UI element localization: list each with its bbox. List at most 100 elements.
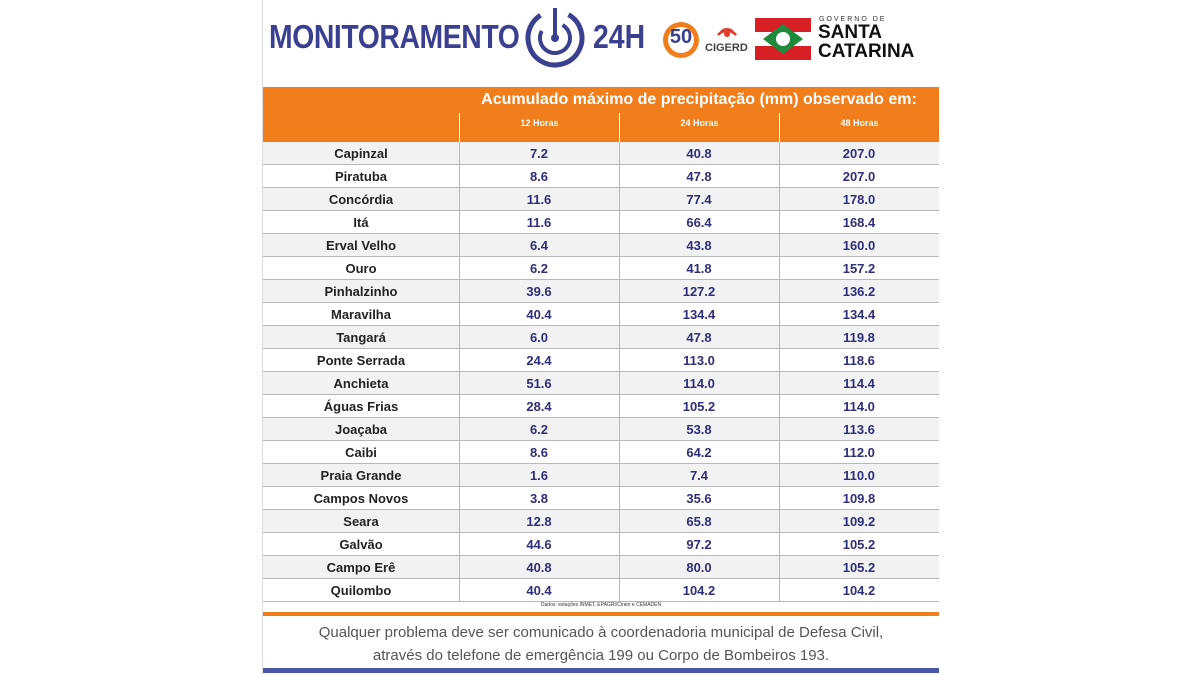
cell-border — [619, 372, 620, 394]
cell-border — [779, 372, 780, 394]
city-cell: Galvão — [339, 536, 383, 552]
value-cell: 6.4 — [529, 237, 549, 253]
cell-border — [779, 234, 780, 256]
cell-border — [459, 349, 460, 371]
value-cell: 43.8 — [686, 237, 712, 253]
cell-border — [779, 533, 780, 555]
badge-text: 50 — [669, 26, 693, 48]
cell-border — [459, 372, 460, 394]
value-cell: 114.0 — [843, 398, 875, 414]
bottom-bar — [263, 668, 939, 673]
cell-border — [459, 326, 460, 348]
state-name-1: SANTA — [818, 22, 883, 43]
table-row: Capinzal 7.2 40.8 207.0 — [263, 142, 939, 165]
table-row: Quilombo 40.4 104.2 104.2 — [263, 579, 939, 602]
cell-border — [779, 556, 780, 578]
source-note: Dados: estações INMET, EPAGRI/Ciram e CE… — [540, 602, 662, 608]
value-cell: 6.2 — [529, 421, 549, 437]
city-cell: Tangará — [336, 329, 386, 345]
value-cell: 118.6 — [843, 352, 875, 368]
table-title-row: Acumulado máximo de precipitação (mm) ob… — [263, 87, 939, 113]
value-cell: 160.0 — [842, 237, 876, 253]
cell-border — [779, 464, 780, 486]
city-cell: Campos Novos — [313, 490, 409, 506]
table-row: Galvão 44.6 97.2 105.2 — [263, 533, 939, 556]
cell-border — [459, 234, 460, 256]
monitor-icon — [525, 8, 585, 68]
value-cell: 104.2 — [682, 582, 716, 598]
cell-border — [619, 349, 620, 371]
table-row: Ouro 6.2 41.8 157.2 — [263, 257, 939, 280]
cell-border — [619, 280, 620, 302]
cell-border — [459, 418, 460, 440]
badge-logo — [663, 22, 699, 58]
column-header: 12 Horas — [459, 113, 619, 142]
city-cell: Joaçaba — [334, 421, 388, 437]
cell-border — [779, 441, 780, 463]
cell-border — [459, 510, 460, 532]
cell-border — [619, 234, 620, 256]
table-row: Erval Velho 6.4 43.8 160.0 — [263, 234, 939, 257]
table-row: Águas Frias 28.4 105.2 114.0 — [263, 395, 939, 418]
table-row: Ponte Serrada 24.4 113.0 118.6 — [263, 349, 939, 372]
value-cell: 47.8 — [686, 329, 712, 345]
table-row: Maravilha 40.4 134.4 134.4 — [263, 303, 939, 326]
cell-border — [459, 188, 460, 210]
cell-border — [459, 165, 460, 187]
table-row: Piratuba 8.6 47.8 207.0 — [263, 165, 939, 188]
cell-border — [779, 211, 780, 233]
table-row: Campos Novos 3.8 35.6 109.8 — [263, 487, 939, 510]
cell-border — [619, 188, 620, 210]
table-row: Itá 11.6 66.4 168.4 — [263, 211, 939, 234]
value-cell: 28.4 — [526, 398, 552, 414]
value-cell: 207.0 — [842, 168, 876, 184]
column-header: 24 Horas — [619, 113, 779, 142]
city-cell: Anchieta — [333, 375, 389, 391]
value-cell: 7.2 — [529, 145, 549, 161]
value-cell: 105.2 — [682, 398, 716, 414]
cell-border — [459, 211, 460, 233]
cell-border — [619, 441, 620, 463]
table-row: Pinhalzinho 39.6 127.2 136.2 — [263, 280, 939, 303]
value-cell: 105.2 — [842, 559, 876, 575]
value-cell: 41.8 — [686, 260, 712, 276]
cell-border — [779, 257, 780, 279]
table-title: Acumulado máximo de precipitação (mm) ob… — [481, 91, 917, 108]
footer-line: através do telefone de emergência 199 ou… — [372, 647, 830, 664]
value-cell: 8.6 — [529, 168, 549, 184]
table-row: Concórdia 11.6 77.4 178.0 — [263, 188, 939, 211]
value-cell: 8.6 — [529, 444, 549, 460]
value-cell: 51.6 — [526, 375, 552, 391]
value-cell: 114.4 — [843, 375, 875, 391]
cell-border — [459, 257, 460, 279]
table-row: Anchieta 51.6 114.0 114.4 — [263, 372, 939, 395]
state-flag — [755, 18, 811, 60]
city-cell: Caibi — [345, 444, 377, 460]
cell-border — [619, 211, 620, 233]
value-cell: 64.2 — [686, 444, 712, 460]
cell-border — [779, 165, 780, 187]
value-cell: 109.8 — [842, 490, 876, 506]
city-cell: Erval Velho — [325, 237, 397, 253]
value-cell: 136.2 — [842, 283, 876, 299]
cell-border — [619, 533, 620, 555]
value-cell: 11.6 — [526, 214, 552, 230]
value-cell: 65.8 — [686, 513, 712, 529]
title: MONITORAMENTO — [269, 18, 520, 55]
cell-border — [619, 326, 620, 348]
table-row: Campo Erê 40.8 80.0 105.2 — [263, 556, 939, 579]
value-cell: 3.8 — [529, 490, 549, 506]
divider — [263, 612, 939, 616]
cell-border — [459, 303, 460, 325]
cell-border — [619, 556, 620, 578]
value-cell: 119.8 — [843, 329, 875, 345]
cell-border — [779, 142, 780, 164]
cell-border — [459, 280, 460, 302]
value-cell: 113.0 — [683, 352, 715, 368]
value-cell: 6.2 — [529, 260, 549, 276]
value-cell: 134.4 — [682, 306, 716, 322]
cell-border — [619, 142, 620, 164]
table-row: Joaçaba 6.2 53.8 113.6 — [263, 418, 939, 441]
